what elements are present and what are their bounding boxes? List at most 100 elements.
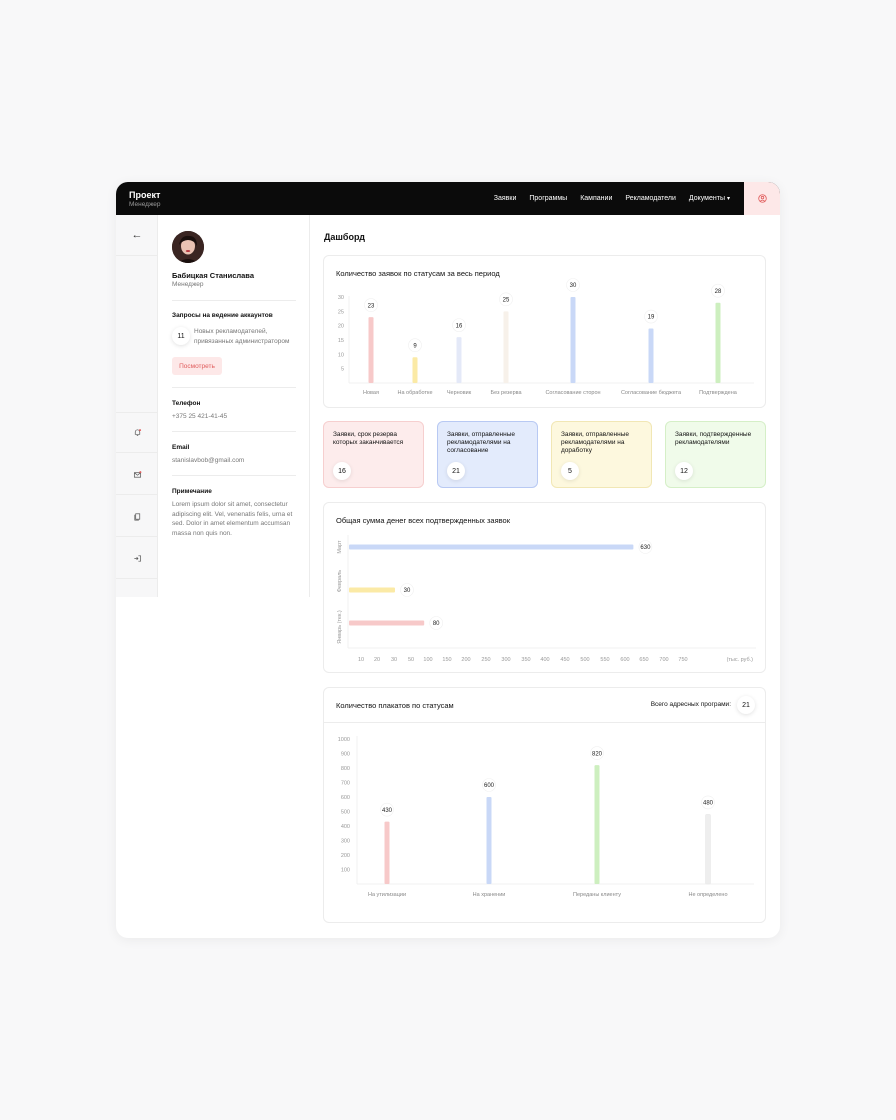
data-label-bubble [499,292,513,307]
stat-label: Заявки, отправленные рекламодателями на … [561,431,629,454]
y-tick-label: 100 [341,868,350,874]
data-label: 9 [413,343,417,349]
x-tick-label: На хранении [473,892,506,898]
mail-icon [133,470,141,478]
y-tick-label: 700 [341,781,350,787]
x-tick-label: Согласование сторон [545,390,600,396]
copy-button[interactable] [116,496,158,537]
x-tick-label: 10 [358,657,364,663]
stat-label: Заявки, отправленные рекламодателями на … [447,431,515,454]
brand-subtitle: Менеджер [129,201,161,208]
stat-sent-for-revision[interactable]: Заявки, отправленные рекламодателями на … [551,421,652,488]
money-chart: 10 20 30 50 100 150 200 250 300 350 400 450 500 550 60… [337,535,756,663]
stat-reserve-expiring[interactable]: Заявки, срок резерва которых заканчивает… [323,421,424,488]
y-tick-label: 20 [338,324,344,330]
nav-documents-label: Документы [688,195,725,202]
data-label-bubble [452,318,466,332]
status-chart-title: Количество заявок по статусам за весь пе… [336,269,500,278]
y-tick-label: 900 [341,752,350,758]
logout-button[interactable] [116,538,158,579]
chevron-down-icon: ▾ [726,196,730,202]
data-label: 16 [456,323,463,329]
status-chart: 5 10 15 20 25 30 23 Новая 9 На обработке 16 Чернови… [338,278,754,396]
bar [486,797,492,884]
bar [456,337,462,383]
nav-documents[interactable]: Документы ▾ [689,195,730,202]
bar [648,328,654,383]
note-label: Примечание [172,488,212,495]
x-tick-label: 350 [521,657,530,663]
dashboard: Дашборд Количество заявок по статусам за… [310,215,780,938]
brand[interactable]: Проект Менеджер [129,190,161,209]
divider [172,475,296,476]
copy-icon [133,512,140,520]
avatar-image [172,231,204,263]
phone-label: Телефон [172,400,201,407]
y-tick-label: 5 [341,367,344,373]
divider [172,387,296,388]
stat-value: 16 [333,462,351,480]
requests-title: Запросы на ведение аккаунтов [172,312,273,319]
icon-rail: ← [116,215,158,597]
y-tick-label: 30 [338,295,344,301]
data-label-bubble [566,278,580,292]
x-tick-label: 700 [659,657,668,663]
data-label: 630 [640,545,651,551]
stat-value: 12 [675,462,693,480]
x-tick-label: 250 [481,657,490,663]
messages-button[interactable] [116,454,158,495]
x-tick-label: 50 [408,657,414,663]
x-tick-label: Подтверждена [699,390,738,396]
money-chart-title: Общая сумма денег всех подтвержденных за… [336,516,510,525]
x-tick-label: 500 [580,657,589,663]
bar [570,297,576,383]
data-label-bubble [482,778,496,792]
nav-requests[interactable]: Заявки [493,195,517,202]
brand-title: Проект [129,190,161,200]
bar [705,814,711,885]
nav-programs[interactable]: Программы [529,195,568,202]
bar [412,357,418,383]
money-chart-card: Общая сумма денег всех подтвержденных за… [323,502,766,673]
bar [503,311,509,383]
user-button[interactable] [744,182,780,215]
stat-confirmed[interactable]: Заявки, подтвержденные рекламодателями 1… [665,421,766,488]
data-label-bubble [364,298,378,312]
data-label-bubble [590,746,604,760]
y-tick-label: 800 [341,766,350,772]
back-button[interactable]: ← [116,215,158,256]
x-tick-label: 200 [461,657,470,663]
data-label: 430 [382,808,393,814]
logout-icon [133,554,141,562]
data-label-bubble [711,283,725,298]
x-tick-label: 650 [639,657,648,663]
y-tick-label: 25 [338,309,344,315]
posters-total-value: 21 [737,696,755,714]
y-tick-label: 1000 [338,737,350,743]
data-label-bubble [644,309,658,324]
back-arrow-icon: ← [131,229,143,241]
stat-value: 21 [447,462,465,480]
stat-value: 5 [561,462,579,480]
bar [368,317,374,383]
divider [172,300,296,301]
notifications-button[interactable] [116,412,158,453]
posters-chart: 100 200 300 400 500 600 700 800 900 1000 430 На ути… [338,736,754,898]
x-tick-label: На утилизации [368,892,406,898]
data-label-bubble [701,795,715,810]
y-tick-label: 400 [341,824,350,830]
bar [384,821,390,884]
y-tick-label: Март [337,540,343,554]
data-label: 30 [404,588,411,594]
profile-panel: Бабицкая Станислава Менеджер Запросы на … [158,215,310,597]
y-tick-label: Февраль [337,570,343,592]
y-tick-label: 300 [341,839,350,845]
x-tick-label: 600 [620,657,629,663]
view-button[interactable]: Посмотреть [172,357,222,375]
nav-advertisers[interactable]: Рекламодатели [625,195,676,202]
x-tick-label: Не определено [688,892,727,898]
x-tick-label: 20 [374,657,380,663]
nav-campaigns[interactable]: Кампании [580,195,613,202]
stat-sent-for-approval[interactable]: Заявки, отправленные рекламодателями на … [437,421,538,488]
y-tick-label: 500 [341,810,350,816]
